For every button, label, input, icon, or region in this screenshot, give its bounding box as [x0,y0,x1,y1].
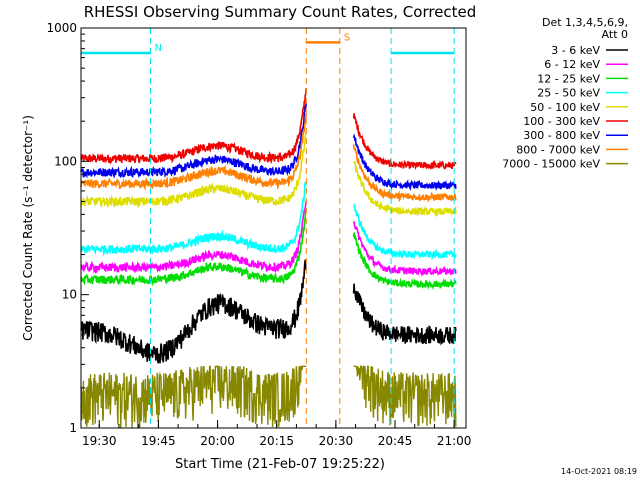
legend-label-1: 6 - 12 keV [544,58,600,71]
x-tick-label-2: 20:00 [200,434,235,448]
interval-label-0: N [155,43,162,54]
x-tick-label-5: 20:45 [378,434,413,448]
legend-label-8: 7000 - 15000 keV [502,158,600,171]
plot-area: N S 1 10 100 1000 19:30 19:45 20:00 20:15 20:30 20:… [46,21,471,448]
legend-label-5: 100 - 300 keV [523,115,600,128]
legend-label-7: 800 - 7000 keV [516,143,600,156]
series-line-4 [80,181,457,261]
legend-label-0: 3 - 6 keV [551,44,600,57]
series-line-5 [80,200,457,278]
y-tick-label-2: 100 [54,154,77,168]
footer-timestamp: 14-Oct-2021 08:19 [561,467,637,476]
chart-title: RHESSI Observing Summary Count Rates, Co… [84,3,477,21]
x-tick-label-4: 20:30 [319,434,354,448]
series-line-2 [80,113,457,203]
interval-label-2: S [344,32,350,43]
y-tick-label-1: 10 [62,288,77,302]
legend-label-4: 50 - 100 keV [530,101,600,114]
x-tick-label-1: 19:45 [141,434,176,448]
y-tick-label-3: 1000 [46,21,77,35]
y-axis-label: Corrected Count Rate (s⁻¹ detector⁻¹) [21,115,35,341]
series-line-7 [80,259,457,364]
x-tick-label-6: 21:00 [437,434,472,448]
legend-header-1: Att 0 [602,28,628,41]
legend-label-2: 12 - 25 keV [537,72,600,85]
legend-header-0: Det 1,3,4,5,6,9, [542,16,628,29]
plot-frame [80,27,467,429]
series-line-6 [80,209,457,291]
legend-label-3: 25 - 50 keV [537,87,600,100]
x-tick-label-3: 20:15 [259,434,294,448]
series-line-3 [80,132,457,218]
x-axis-label: Start Time (21-Feb-07 19:25:22) [175,457,385,472]
series-line-0 [80,88,457,171]
y-tick-label-0: 1 [69,421,77,435]
x-tick-label-0: 19:30 [82,434,117,448]
legend-label-6: 300 - 800 keV [523,129,600,142]
series-line-8 [80,365,457,429]
series-line-1 [80,102,457,191]
